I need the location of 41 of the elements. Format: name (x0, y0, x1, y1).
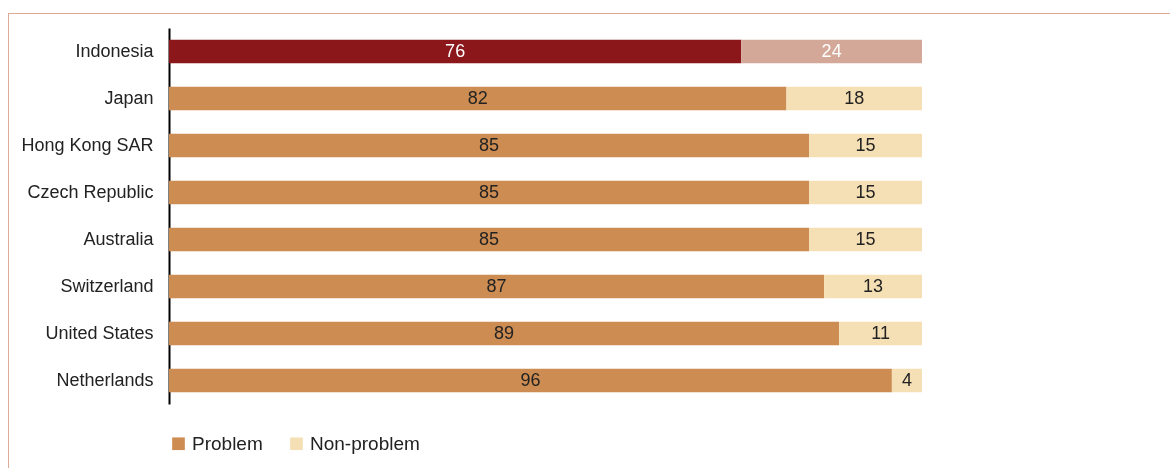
y-tick-label: Switzerland (60, 275, 154, 296)
bar (839, 321, 922, 346)
data-label: 18 (844, 87, 865, 108)
data-label: 85 (479, 134, 500, 155)
y-tick-label: Australia (83, 228, 155, 249)
data-label: 15 (855, 134, 876, 155)
data-label: 87 (486, 275, 507, 296)
y-tick-label: Hong Kong SAR (21, 134, 154, 155)
data-label: 11 (871, 322, 890, 343)
data-label: 85 (479, 228, 500, 249)
bar (169, 227, 810, 252)
data-label: 15 (855, 228, 876, 249)
data-label: 89 (494, 322, 515, 343)
data-label: 24 (821, 40, 842, 61)
bar (169, 321, 840, 346)
data-label: 4 (901, 369, 912, 390)
y-tick-label: United States (45, 322, 154, 343)
legend-label: Non-problem (310, 432, 420, 454)
bar (809, 133, 922, 158)
bar (786, 86, 922, 111)
data-label: 85 (479, 181, 500, 202)
data-label: 76 (445, 40, 466, 61)
bar (809, 227, 922, 252)
bar (169, 274, 825, 299)
data-label: 96 (520, 369, 541, 390)
bar (169, 86, 787, 111)
bar (169, 180, 810, 205)
legend-label: Problem (192, 432, 263, 454)
y-tick-label: Japan (104, 87, 154, 108)
y-tick-label: Indonesia (75, 40, 155, 61)
bar (169, 133, 810, 158)
data-label: 82 (467, 87, 488, 108)
data-label: 15 (855, 181, 876, 202)
y-tick-label: Czech Republic (27, 181, 154, 202)
bar (809, 180, 922, 205)
bar (169, 39, 742, 64)
bar (169, 368, 892, 393)
bar (824, 274, 922, 299)
data-label: 13 (863, 275, 884, 296)
y-tick-label: Netherlands (56, 369, 154, 390)
bar (741, 39, 922, 64)
